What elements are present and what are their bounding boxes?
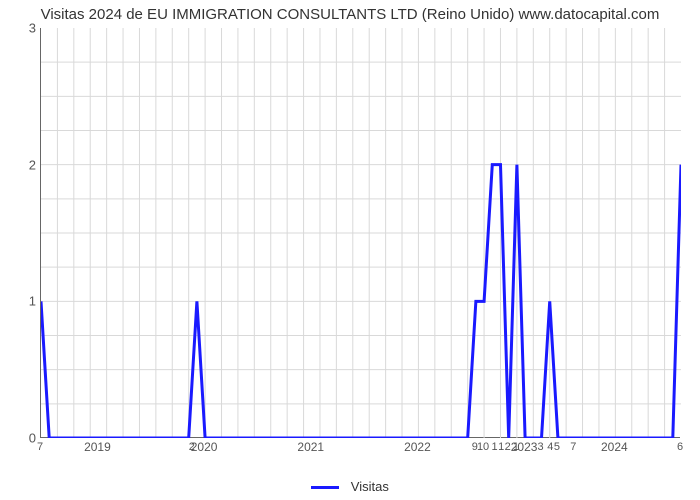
x-year-label: 2020: [191, 440, 218, 454]
x-marker-label: 7: [37, 441, 43, 453]
legend: Visitas: [0, 479, 700, 494]
plot-svg: [41, 28, 681, 438]
x-marker-label: 1: [498, 441, 504, 453]
y-tick-label: 3: [6, 21, 36, 36]
x-marker-label: 3: [537, 441, 543, 453]
x-year-label: 2022: [404, 440, 431, 454]
x-marker-label: 1: [492, 441, 498, 453]
x-year-label: 2019: [84, 440, 111, 454]
x-marker-label: 6: [677, 441, 683, 453]
x-year-label: 2021: [297, 440, 324, 454]
x-marker-label: 10: [477, 441, 489, 453]
chart-container: Visitas 2024 de EU IMMIGRATION CONSULTAN…: [0, 0, 700, 500]
x-year-label: 2023: [511, 440, 538, 454]
y-tick-label: 2: [6, 157, 36, 172]
y-tick-label: 0: [6, 431, 36, 446]
plot-area: [40, 28, 680, 438]
y-tick-label: 1: [6, 294, 36, 309]
x-marker-label: 7: [570, 441, 576, 453]
gridlines: [41, 28, 681, 438]
chart-title: Visitas 2024 de EU IMMIGRATION CONSULTAN…: [0, 6, 700, 23]
legend-swatch: [311, 486, 339, 489]
legend-label: Visitas: [351, 479, 389, 494]
x-year-label: 2024: [601, 440, 628, 454]
x-marker-label: 4: [547, 441, 553, 453]
x-marker-label: 5: [554, 441, 560, 453]
